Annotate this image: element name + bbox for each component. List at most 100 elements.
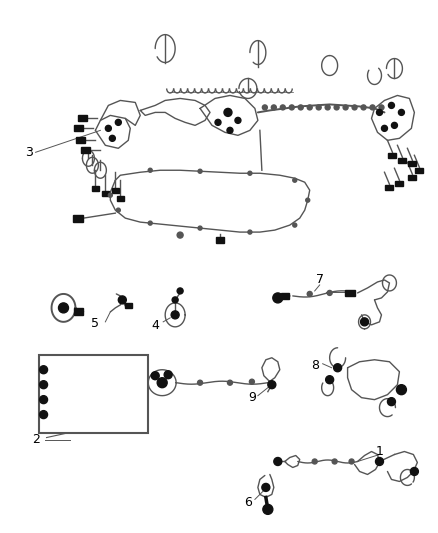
Circle shape <box>177 288 183 294</box>
Circle shape <box>172 297 178 303</box>
Circle shape <box>293 223 297 227</box>
Circle shape <box>118 296 126 304</box>
Circle shape <box>392 123 397 128</box>
Bar <box>74 125 83 131</box>
Circle shape <box>361 105 366 110</box>
Bar <box>39 355 148 433</box>
Circle shape <box>375 457 384 465</box>
Circle shape <box>39 381 48 389</box>
Circle shape <box>224 108 232 116</box>
Circle shape <box>39 366 48 374</box>
Circle shape <box>307 292 312 296</box>
Circle shape <box>381 125 388 131</box>
Bar <box>112 188 119 193</box>
Circle shape <box>263 504 273 514</box>
Circle shape <box>388 398 396 406</box>
Bar <box>117 196 124 200</box>
Circle shape <box>273 293 283 303</box>
Text: 2: 2 <box>32 433 39 446</box>
Circle shape <box>171 311 179 319</box>
Bar <box>415 168 424 173</box>
Circle shape <box>379 105 384 110</box>
Circle shape <box>399 109 404 116</box>
Circle shape <box>396 385 406 394</box>
Text: 4: 4 <box>151 319 159 333</box>
Circle shape <box>289 105 294 110</box>
Circle shape <box>157 378 167 387</box>
Circle shape <box>271 105 276 110</box>
Circle shape <box>227 127 233 133</box>
Bar <box>281 293 289 299</box>
Bar <box>102 191 109 196</box>
Circle shape <box>198 380 202 385</box>
Circle shape <box>164 371 172 379</box>
Text: 5: 5 <box>92 317 99 330</box>
Circle shape <box>215 119 221 125</box>
Circle shape <box>377 109 382 116</box>
Circle shape <box>148 168 152 172</box>
Circle shape <box>307 105 312 110</box>
Circle shape <box>148 221 152 225</box>
Circle shape <box>327 290 332 295</box>
Text: 9: 9 <box>248 391 256 404</box>
Bar <box>385 185 393 190</box>
Circle shape <box>298 105 303 110</box>
Bar <box>74 215 83 222</box>
Circle shape <box>268 381 276 389</box>
Circle shape <box>343 105 348 110</box>
Circle shape <box>316 105 321 110</box>
Circle shape <box>326 376 334 384</box>
Circle shape <box>410 467 418 475</box>
Circle shape <box>262 483 270 491</box>
Circle shape <box>334 364 342 372</box>
Bar <box>76 138 85 143</box>
Circle shape <box>227 380 233 385</box>
Bar <box>408 161 417 166</box>
Circle shape <box>352 105 357 110</box>
Text: 7: 7 <box>316 273 324 286</box>
Circle shape <box>151 372 159 379</box>
Circle shape <box>108 193 112 197</box>
Circle shape <box>39 410 48 418</box>
Circle shape <box>325 105 330 110</box>
Circle shape <box>117 208 120 212</box>
Circle shape <box>389 102 395 108</box>
Bar <box>125 303 132 309</box>
Circle shape <box>306 198 310 202</box>
Circle shape <box>110 135 115 141</box>
Text: 3: 3 <box>25 146 32 159</box>
Bar <box>408 175 417 180</box>
Circle shape <box>115 119 121 125</box>
Circle shape <box>248 171 252 175</box>
Circle shape <box>39 395 48 403</box>
Text: 6: 6 <box>244 496 252 509</box>
Bar <box>74 309 83 316</box>
Circle shape <box>293 178 297 182</box>
Circle shape <box>360 318 368 326</box>
Circle shape <box>370 105 375 110</box>
Circle shape <box>249 379 254 384</box>
Text: 1: 1 <box>375 445 383 458</box>
Bar <box>81 147 90 154</box>
Bar <box>389 153 396 158</box>
Circle shape <box>177 232 183 238</box>
Circle shape <box>280 105 285 110</box>
Bar <box>345 290 355 296</box>
Circle shape <box>106 125 111 131</box>
Circle shape <box>198 169 202 173</box>
Circle shape <box>262 105 267 110</box>
Bar <box>78 116 87 122</box>
Text: 8: 8 <box>311 359 319 372</box>
Circle shape <box>198 226 202 230</box>
Circle shape <box>332 459 337 464</box>
Circle shape <box>248 230 252 234</box>
Bar <box>215 237 225 243</box>
Circle shape <box>349 459 354 464</box>
Circle shape <box>334 105 339 110</box>
Circle shape <box>235 117 241 123</box>
Bar <box>396 181 403 185</box>
Circle shape <box>274 457 282 465</box>
Circle shape <box>312 459 317 464</box>
Bar <box>92 185 99 191</box>
Bar <box>399 158 406 163</box>
